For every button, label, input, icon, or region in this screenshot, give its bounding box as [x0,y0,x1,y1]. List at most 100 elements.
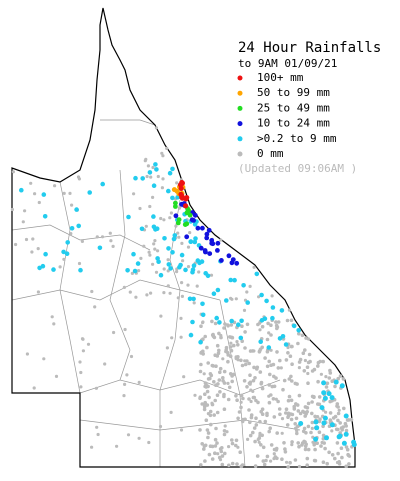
station [343,413,349,419]
station [234,297,238,301]
station [207,251,213,256]
station [205,345,209,350]
station [42,357,46,361]
station [222,392,226,397]
station [243,362,248,367]
station [216,452,220,456]
station [231,372,236,377]
boundary [100,119,156,126]
station [241,396,245,401]
station [269,323,273,328]
station [327,450,331,455]
station [271,397,276,401]
station [254,271,260,277]
station [70,203,74,207]
station [79,385,83,389]
station [137,436,141,440]
station [220,446,224,450]
station [226,353,230,357]
station [341,425,346,429]
station [273,455,278,459]
station [267,429,272,434]
station [351,442,357,448]
station [184,234,190,240]
station [226,397,231,402]
station [249,399,253,404]
station [188,239,193,244]
station [184,195,190,201]
station [256,400,260,405]
station [210,457,215,461]
station [280,417,285,421]
station [224,298,229,303]
station [166,269,170,273]
station [263,419,268,424]
station [180,241,184,245]
station [100,235,105,239]
station [90,445,94,449]
station [313,436,319,442]
station [295,424,300,429]
station [324,375,328,379]
station [14,242,18,247]
station [222,326,226,330]
station [268,372,272,377]
station [337,433,343,439]
station [319,405,325,411]
station [90,289,94,294]
station [338,374,343,378]
station [345,447,350,452]
station [86,342,91,346]
station [257,440,261,444]
station [173,204,178,209]
station [177,235,181,239]
station [173,213,179,219]
legend-label: 0 mm [257,147,284,160]
station [19,187,24,193]
station [265,411,269,416]
station [151,165,155,170]
boundary [79,419,301,431]
station [313,447,317,452]
station [198,396,202,401]
station [147,250,151,254]
station [177,206,181,210]
station [256,322,260,327]
station [186,245,191,249]
station [336,411,341,416]
station [222,432,227,437]
station [227,463,231,468]
station [200,225,205,231]
station [218,370,222,375]
station [214,426,218,431]
station [285,318,290,323]
station [322,415,328,421]
station [162,236,167,241]
station [221,357,225,361]
station [276,399,280,404]
station [248,284,252,288]
station [181,259,185,263]
station [149,175,153,179]
station [123,382,127,386]
station [315,441,320,446]
station [331,416,336,420]
station [171,236,177,242]
station [287,377,292,381]
station [111,244,115,248]
station [321,460,326,465]
station [187,296,193,302]
station [297,444,301,449]
station [211,332,215,337]
station [160,186,164,190]
station [247,397,251,401]
station [265,337,270,342]
station [81,349,85,353]
station [245,359,249,363]
station [94,386,98,390]
station [37,265,42,271]
station [232,343,236,348]
station [115,444,119,448]
station [289,374,293,379]
station [270,315,275,321]
